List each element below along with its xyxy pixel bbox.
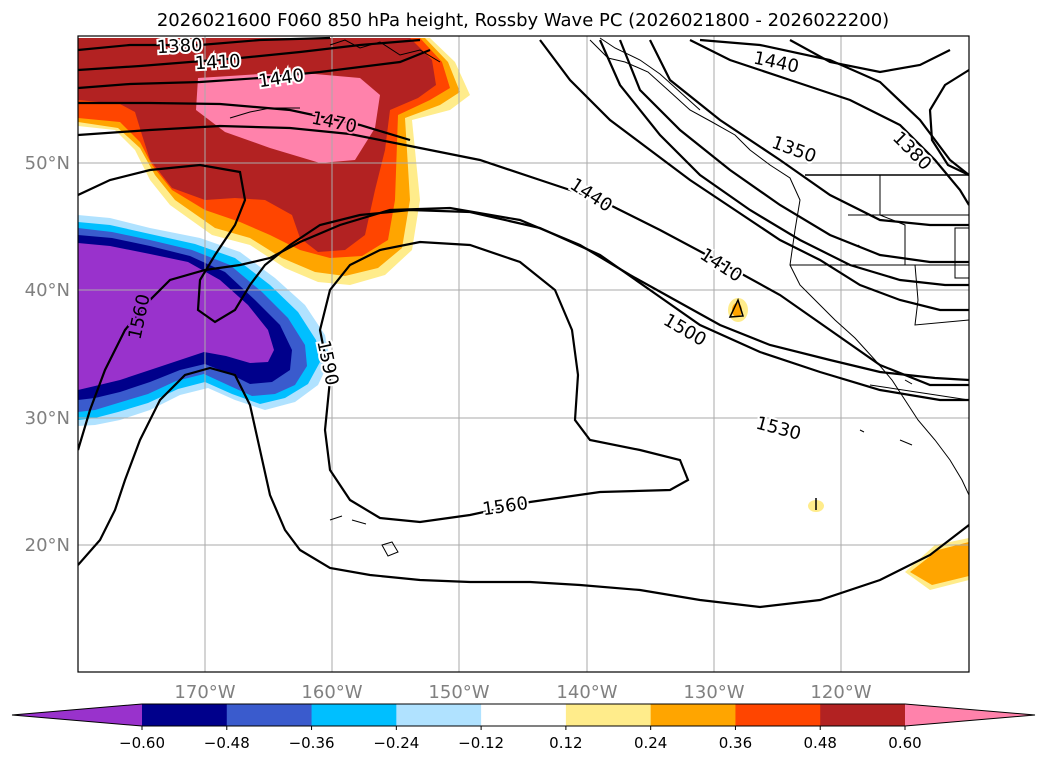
colorbar-segment (565, 704, 652, 726)
lon-tick-label: 130°W (683, 682, 744, 703)
colorbar-segment (142, 704, 228, 726)
negative-anomaly-region-west (78, 215, 330, 426)
map-frame (77, 35, 970, 673)
colorbar-segment (650, 704, 736, 726)
gridlines (78, 36, 969, 672)
lon-tick-label: 140°W (556, 682, 617, 703)
positive-anomaly-region-north (78, 38, 470, 285)
colorbar-tick-label: 0.36 (719, 734, 752, 752)
lat-tick-labels: 50°N 40°N 30°N 20°N (25, 153, 70, 556)
colorbar-tick-label: −0.36 (289, 734, 335, 752)
lon-tick-label: 160°W (301, 682, 362, 703)
lat-tick-label: 50°N (25, 153, 70, 174)
lat-tick-label: 40°N (25, 280, 70, 301)
colorbar-segment (481, 704, 567, 726)
colorbar-tick-label: −0.48 (204, 734, 250, 752)
lat-tick-label: 30°N (25, 408, 70, 429)
colorbar-tick-label: −0.60 (119, 734, 165, 752)
map-panel: 1380 1410 1440 1470 1440 1350 1380 1440 … (78, 35, 969, 672)
triangle-marker-icon (728, 297, 744, 318)
lat-tick-label: 20°N (25, 535, 70, 556)
colorbar-tick-label: 0.24 (634, 734, 667, 752)
colorbar-segment (311, 704, 397, 726)
colorbar-tick-label: −0.24 (373, 734, 419, 752)
colorbar-tick-label: 0.48 (804, 734, 837, 752)
height-contours (78, 36, 969, 609)
colorbar: −0.60 −0.48 −0.36 −0.24 −0.12 0.12 0.24 0.36 0.4… (11, 703, 1036, 752)
lon-tick-label: 150°W (428, 682, 489, 703)
lon-tick-label: 170°W (174, 682, 235, 703)
lon-tick-labels: 170°W 160°W 150°W 140°W 130°W 120°W (174, 682, 871, 703)
positive-anomaly-spot-offshore (728, 298, 969, 590)
colorbar-segment (820, 704, 906, 726)
figure-title: 2026021600 F060 850 hPa height, Rossby W… (157, 10, 889, 31)
lon-tick-label: 120°W (810, 682, 871, 703)
contour-label: 1380 (156, 35, 203, 58)
colorbar-segment (735, 704, 821, 726)
contour-label: 1410 (194, 51, 241, 74)
colorbar-segment (226, 704, 313, 726)
contour-label: 1440 (752, 48, 801, 78)
colorbar-tick-label: −0.12 (458, 734, 504, 752)
colorbar-segment (12, 704, 142, 726)
colorbar-tick-label: 0.12 (549, 734, 582, 752)
colorbar-tick-label: 0.60 (888, 734, 921, 752)
colorbar-segment (905, 704, 1035, 726)
colorbar-segment (396, 704, 482, 726)
